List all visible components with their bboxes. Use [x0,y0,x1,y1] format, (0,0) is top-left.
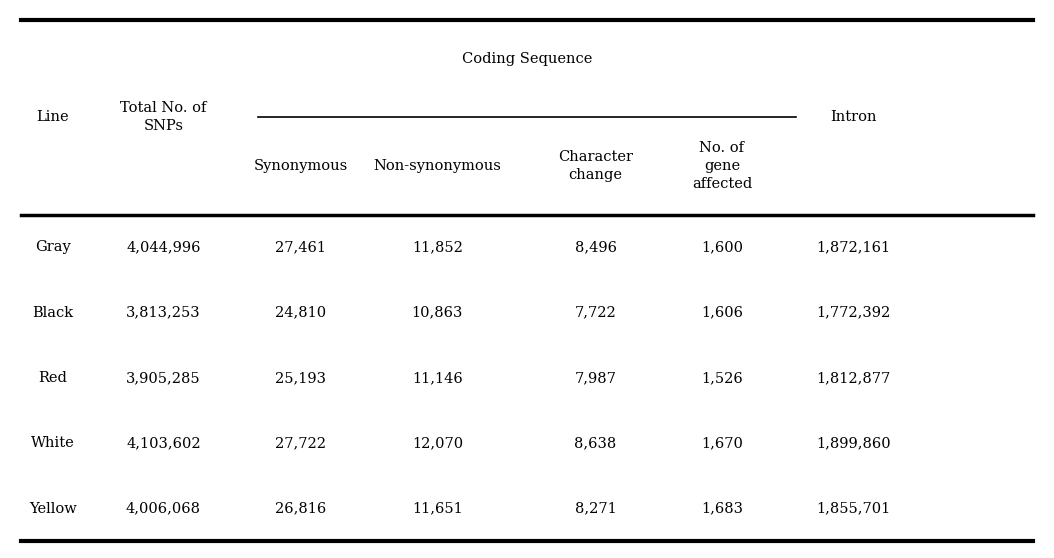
Text: Black: Black [32,306,74,320]
Text: 1,812,877: 1,812,877 [817,371,891,385]
Text: 4,103,602: 4,103,602 [126,436,200,450]
Text: Synonymous: Synonymous [253,159,348,173]
Text: 8,638: 8,638 [574,436,617,450]
Text: 1,670: 1,670 [701,436,743,450]
Text: 7,722: 7,722 [574,306,617,320]
Text: White: White [31,436,75,450]
Text: 1,899,860: 1,899,860 [817,436,891,450]
Text: Yellow: Yellow [28,502,77,516]
Text: 11,852: 11,852 [412,240,463,254]
Text: Red: Red [38,371,67,385]
Text: 11,146: 11,146 [412,371,463,385]
Text: 1,772,392: 1,772,392 [817,306,891,320]
Text: 1,526: 1,526 [701,371,743,385]
Text: 8,271: 8,271 [574,502,617,516]
Text: Total No. of
SNPs: Total No. of SNPs [120,101,207,133]
Text: 26,816: 26,816 [275,502,326,516]
Text: 3,813,253: 3,813,253 [126,306,200,320]
Text: 8,496: 8,496 [574,240,617,254]
Text: 1,855,701: 1,855,701 [817,502,891,516]
Text: 27,461: 27,461 [275,240,326,254]
Text: 25,193: 25,193 [275,371,326,385]
Text: Character
change: Character change [558,150,633,182]
Text: 1,872,161: 1,872,161 [817,240,891,254]
Text: 4,006,068: 4,006,068 [125,502,201,516]
Text: 1,606: 1,606 [701,306,743,320]
Text: 11,651: 11,651 [412,502,463,516]
Text: Coding Sequence: Coding Sequence [462,51,592,66]
Text: Gray: Gray [35,240,71,254]
Text: 10,863: 10,863 [412,306,463,320]
Text: 24,810: 24,810 [275,306,326,320]
Text: 12,070: 12,070 [412,436,463,450]
Text: 3,905,285: 3,905,285 [126,371,200,385]
Text: Non-synonymous: Non-synonymous [373,159,502,173]
Text: 1,600: 1,600 [701,240,743,254]
Text: 27,722: 27,722 [275,436,326,450]
Text: Intron: Intron [831,110,877,124]
Text: 1,683: 1,683 [701,502,743,516]
Text: No. of
gene
affected: No. of gene affected [691,141,753,191]
Text: 4,044,996: 4,044,996 [126,240,200,254]
Text: 7,987: 7,987 [574,371,617,385]
Text: Line: Line [37,110,69,124]
